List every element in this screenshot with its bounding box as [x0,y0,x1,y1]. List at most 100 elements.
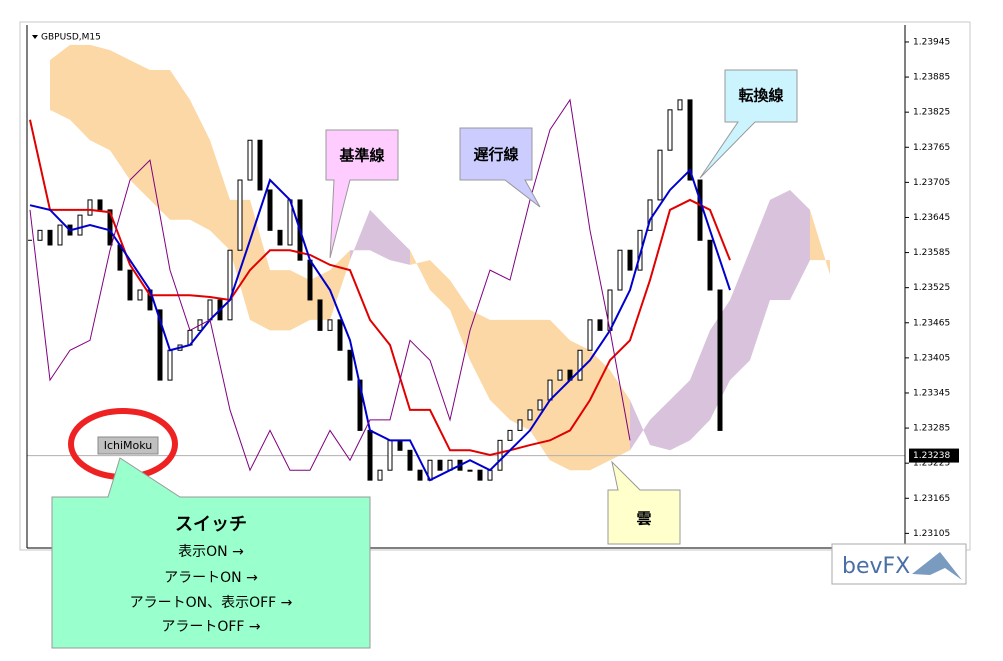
candle [657,149,663,201]
candle [267,189,273,231]
candle [307,259,313,301]
candle [677,99,683,111]
candle [497,439,503,471]
cloud-segment [290,270,310,331]
switch-line: アラートOFF → [161,619,261,635]
ichimoku-button[interactable] [97,436,159,455]
y-tick-label: 1.23225 [913,459,950,469]
candle [137,289,143,301]
switch-line: アラートON → [164,570,258,586]
candle [557,369,563,381]
candle [437,459,443,471]
cloud-segment [250,199,270,331]
candle [387,439,393,471]
candle [527,409,533,421]
candle [237,179,243,251]
candle [57,224,63,246]
candle [477,469,483,481]
switch-line: アラートON、表示OFF → [130,595,293,611]
cloud-segment [210,140,230,251]
y-tick-label: 1.23585 [913,248,950,258]
tenkan-label: 転換線 [738,87,783,105]
candle [157,309,163,381]
cloud-segment [470,309,490,400]
cloud-segment [170,70,190,220]
cloud-segment [630,399,650,451]
candle [257,139,263,191]
candle [687,99,693,181]
chikou-callout [459,127,541,208]
candle [547,379,553,401]
candle [367,429,373,481]
candle [537,399,543,411]
candle [227,249,233,321]
symbol-arrow [32,35,38,39]
cloud-segment [650,399,670,451]
cloud-segment [730,250,750,381]
y-tick-label: 1.23285 [913,424,950,434]
cloud-segment [90,44,110,151]
indicator-line [29,168,731,482]
cloud-segment [510,319,530,431]
candle [357,379,363,431]
current-price-label: 1.23238 [913,451,950,461]
y-tick-label: 1.23525 [913,283,950,293]
candle [167,349,173,381]
cloud-segment [50,44,70,120]
candle [467,469,473,472]
candle [337,319,343,351]
candle [127,269,133,301]
cloud-segment [530,319,550,461]
ichimoku-button-label[interactable]: IchiMoku [104,439,153,452]
chikou-label: 遅行線 [473,146,518,164]
logo-text: bevFX [842,554,910,579]
y-tick-label: 1.23945 [913,37,950,47]
cloud-segment [270,270,290,331]
cloud-segment [670,380,690,451]
candle [77,214,83,236]
cloud-segment [190,99,210,231]
candle [397,439,403,451]
candle [707,239,713,291]
candle [107,209,113,246]
kumo-callout [607,460,681,545]
y-tick-label: 1.23885 [913,73,950,83]
y-tick-label: 1.23165 [913,494,950,504]
indicator-line [29,98,631,472]
candle [347,349,353,381]
candle [37,229,43,241]
cloud-segment [430,260,450,310]
cloud-segment [230,199,250,320]
candle [97,199,103,211]
cloud-segment [130,60,150,200]
y-tick-label: 1.23465 [913,318,950,328]
candle [627,249,633,271]
candle [87,199,93,216]
y-tick-label: 1.23105 [913,529,950,539]
candle [717,289,723,431]
cloud-segment [690,330,710,441]
candle [597,319,603,331]
cloud-segment [590,350,610,471]
y-tick-label: 1.23765 [913,143,950,153]
cloud-segment [150,70,170,220]
cloud-segment [110,50,130,181]
candle [617,249,623,291]
y-tick-label: 1.23645 [913,213,950,223]
candle [487,469,493,481]
candle [417,469,423,481]
kijun-label: 基準線 [338,147,384,165]
y-tick-label: 1.23345 [913,388,950,398]
y-tick-label: 1.23705 [913,178,950,188]
logo-bird [912,552,962,580]
cloud-segment [390,230,410,265]
plot-area [27,41,909,534]
cloud-segment [790,189,810,300]
cloud-segment [450,280,470,361]
candle [667,109,673,151]
y-tick-label: 1.23825 [913,108,950,118]
candle [697,179,703,241]
candle [587,319,593,351]
current-price-box [909,448,959,463]
